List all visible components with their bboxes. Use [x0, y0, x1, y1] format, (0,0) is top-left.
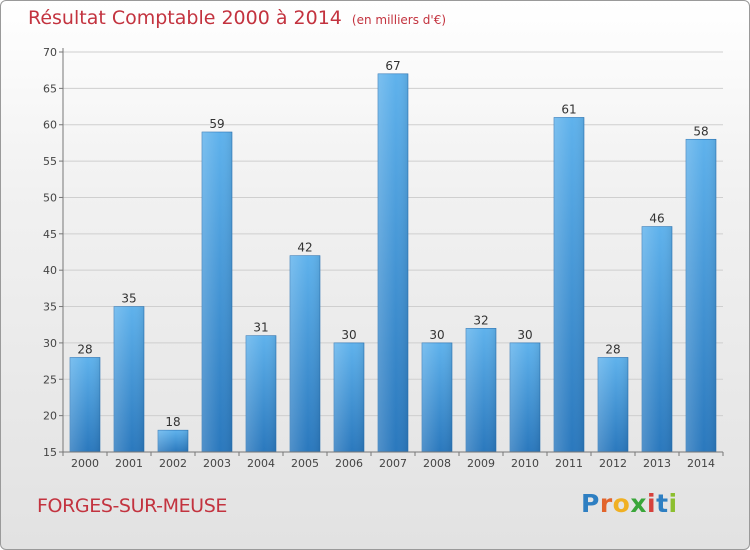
y-tick-label: 40 — [43, 264, 57, 277]
bar-shade — [686, 139, 716, 453]
bar-value-label: 28 — [605, 342, 620, 356]
y-tick-label: 50 — [43, 191, 57, 204]
x-tick-label: 2008 — [423, 457, 451, 470]
bar-value-label: 35 — [121, 292, 136, 306]
x-tick-label: 2003 — [203, 457, 231, 470]
bar-shade — [290, 255, 320, 452]
bar-value-label: 61 — [561, 102, 576, 116]
y-tick-label: 60 — [43, 119, 57, 132]
bar-value-label: 32 — [473, 313, 488, 327]
bar-shade — [642, 226, 672, 452]
x-tick-label: 2001 — [115, 457, 143, 470]
bar-shade — [334, 342, 364, 452]
chart-title-main: Résultat Comptable 2000 à 2014 — [28, 7, 342, 29]
logo-letter: P — [581, 489, 600, 518]
bar-shade — [510, 342, 540, 452]
bar-shade — [246, 335, 276, 452]
bar-shade — [466, 328, 496, 452]
bar-value-label: 46 — [649, 212, 664, 226]
x-tick-label: 2002 — [159, 457, 187, 470]
proxiti-logo[interactable]: Proxiti — [581, 489, 678, 518]
x-axis: 2000 2001 2002 2003 2004 2005 2006 2007 2008 2009… — [62, 451, 724, 470]
bar-value-label: 42 — [297, 241, 312, 255]
x-tick-label: 2007 — [379, 457, 407, 470]
bar-value-label: 58 — [693, 124, 708, 138]
bar-value-label: 30 — [517, 328, 532, 342]
y-tick-label: 30 — [43, 337, 57, 350]
bar-shade — [158, 430, 188, 452]
bars: 28 35 18 59 31 42 30 67 30 32 30 61 28 46 58 — [69, 59, 717, 453]
bar-value-label: 18 — [165, 415, 180, 429]
y-tick-label: 35 — [43, 301, 57, 314]
logo-letter: i — [668, 489, 678, 518]
logo-letter: r — [599, 489, 613, 518]
logo-letter: x — [630, 489, 647, 518]
bar-shade — [202, 132, 232, 452]
y-tick-label: 25 — [43, 373, 57, 386]
bar-shade — [114, 306, 144, 452]
x-tick-label: 2000 — [71, 457, 99, 470]
bar-value-label: 31 — [253, 321, 268, 335]
x-tick-label: 2012 — [599, 457, 627, 470]
x-tick-label: 2013 — [643, 457, 671, 470]
x-tick-label: 2006 — [335, 457, 363, 470]
y-tick-label: 15 — [43, 446, 57, 459]
x-tick-label: 2014 — [687, 457, 715, 470]
bar-value-label: 59 — [209, 117, 224, 131]
bar-shade — [378, 73, 408, 453]
x-tick-label: 2011 — [555, 457, 583, 470]
bar-value-label: 30 — [341, 328, 356, 342]
y-axis: 15 20 25 30 35 40 45 50 55 60 65 70 — [43, 46, 64, 459]
y-tick-label: 55 — [43, 155, 57, 168]
commune-name: FORGES-SUR-MEUSE — [37, 495, 227, 517]
bar-shade — [554, 117, 584, 453]
chart-title: Résultat Comptable 2000 à 2014 (en millie… — [28, 7, 446, 29]
x-tick-label: 2010 — [511, 457, 539, 470]
y-tick-label: 20 — [43, 410, 57, 423]
y-tick-label: 65 — [43, 82, 57, 95]
y-tick-label: 45 — [43, 228, 57, 241]
bar-shade — [422, 342, 452, 452]
bar-value-label: 28 — [77, 342, 92, 356]
y-tick-label: 70 — [43, 46, 57, 59]
bar-shade — [70, 357, 100, 452]
x-tick-label: 2009 — [467, 457, 495, 470]
bar-shade — [598, 357, 628, 452]
chart-title-unit: (en milliers d'€) — [351, 13, 447, 27]
logo-letter: i — [647, 489, 657, 518]
logo-letter: t — [656, 489, 669, 518]
bar-value-label: 67 — [385, 59, 400, 73]
x-tick-label: 2005 — [291, 457, 319, 470]
x-tick-label: 2004 — [247, 457, 275, 470]
logo-letter: o — [612, 489, 631, 518]
bar-value-label: 30 — [429, 328, 444, 342]
